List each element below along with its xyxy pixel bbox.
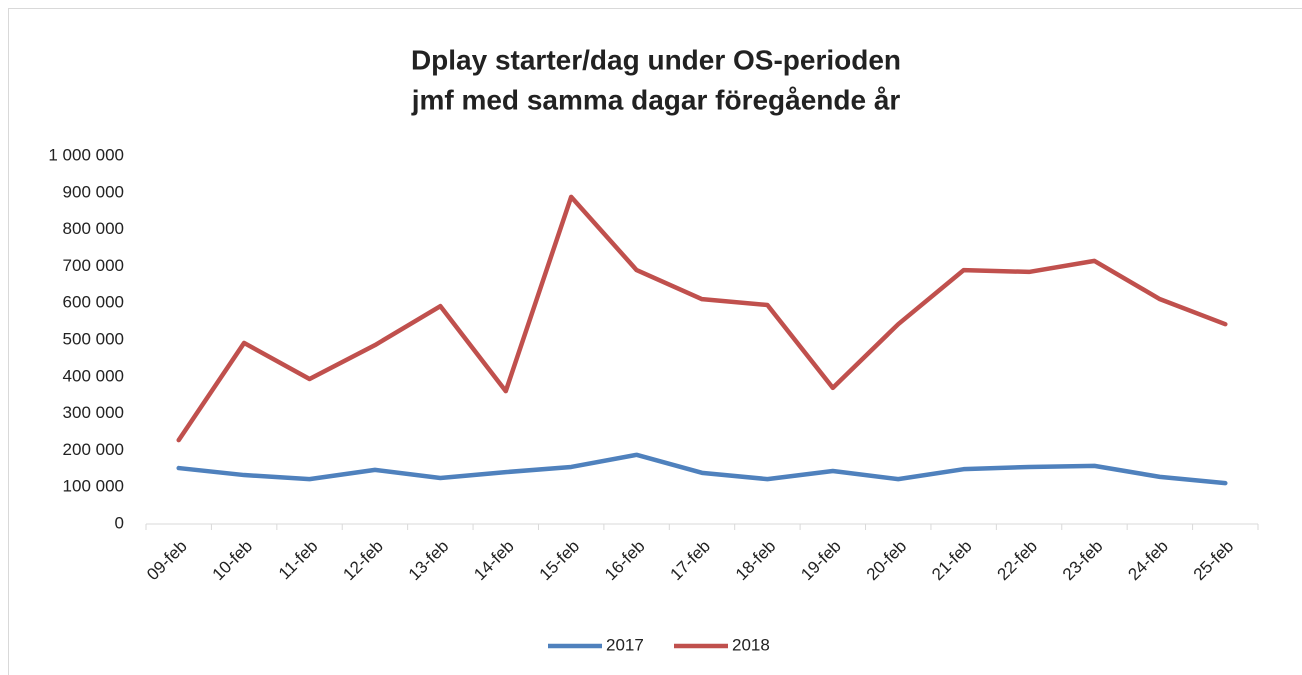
y-tick-label: 500 000 xyxy=(63,329,124,348)
x-tick-label: 15-feb xyxy=(536,537,584,585)
x-tick-label: 13-feb xyxy=(405,537,453,585)
chart-title: jmf med samma dagar föregående år xyxy=(411,84,901,115)
x-tick-label: 24-feb xyxy=(1124,537,1172,585)
chart-frame xyxy=(8,8,1302,675)
x-tick-label: 16-feb xyxy=(601,537,649,585)
y-tick-label: 900 000 xyxy=(63,182,124,201)
x-tick-label: 14-feb xyxy=(470,537,518,585)
x-tick-label: 18-feb xyxy=(732,537,780,585)
y-tick-label: 0 xyxy=(115,513,124,532)
chart-title: Dplay starter/dag under OS-perioden xyxy=(411,44,901,75)
y-tick-label: 700 000 xyxy=(63,256,124,275)
x-tick-label: 22-feb xyxy=(994,537,1042,585)
x-tick-label: 12-feb xyxy=(339,537,387,585)
x-tick-label: 11-feb xyxy=(275,537,322,584)
x-tick-label: 19-feb xyxy=(797,537,845,585)
x-tick-label: 20-feb xyxy=(863,537,911,585)
legend-label: 2018 xyxy=(732,635,770,654)
y-tick-label: 100 000 xyxy=(63,477,124,496)
y-tick-label: 300 000 xyxy=(63,403,124,422)
y-tick-label: 600 000 xyxy=(63,293,124,312)
x-tick-label: 23-feb xyxy=(1059,537,1107,585)
x-tick-label: 10-feb xyxy=(209,537,257,585)
y-tick-label: 800 000 xyxy=(63,219,124,238)
y-tick-label: 1 000 000 xyxy=(48,145,124,164)
x-tick-label: 09-feb xyxy=(143,537,191,585)
x-tick-label: 17-feb xyxy=(666,537,714,585)
x-tick-label: 25-feb xyxy=(1190,537,1238,585)
x-tick-label: 21-feb xyxy=(928,537,976,585)
y-tick-label: 400 000 xyxy=(63,366,124,385)
legend-label: 2017 xyxy=(606,635,644,654)
y-tick-label: 200 000 xyxy=(63,440,124,459)
series-line xyxy=(176,194,1228,443)
series-line xyxy=(176,452,1228,486)
